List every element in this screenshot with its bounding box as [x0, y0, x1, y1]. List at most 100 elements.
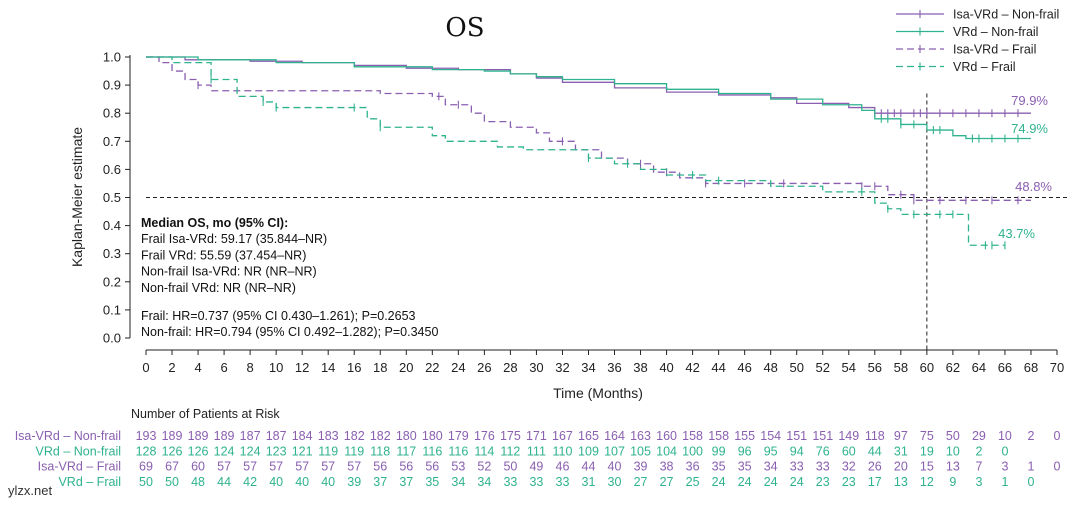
risk-count: 35	[738, 460, 752, 474]
risk-count: 0	[1027, 475, 1034, 489]
risk-count: 121	[292, 444, 313, 458]
series-line	[146, 56, 1031, 114]
x-tick-label: 68	[1024, 360, 1038, 375]
risk-count: 33	[816, 460, 830, 474]
risk-count: 114	[474, 444, 494, 458]
series-2: 48.8%	[146, 56, 1052, 205]
risk-count: 182	[370, 429, 391, 443]
risk-row-label: Isa-VRd – Frail	[38, 460, 121, 474]
legend-label: VRd – Non-frail	[953, 25, 1038, 39]
legend: Isa-VRd – Non-frail VRd – Non-frail Isa-VR…	[896, 8, 1059, 74]
risk-count: 33	[529, 475, 543, 489]
risk-count: 183	[318, 429, 339, 443]
risk-count: 0	[1001, 444, 1008, 458]
risk-count: 23	[816, 475, 830, 489]
risk-count: 57	[347, 460, 361, 474]
series-1: 74.9%	[146, 56, 1048, 143]
y-tick-label: 1.0	[103, 50, 121, 65]
risk-count: 56	[399, 460, 413, 474]
risk-count: 40	[321, 475, 335, 489]
risk-count: 15	[920, 460, 934, 474]
risk-count: 76	[816, 444, 830, 458]
y-tick-label: 0.5	[103, 190, 121, 205]
risk-count: 46	[556, 460, 570, 474]
risk-count: 23	[842, 475, 856, 489]
y-tick-label: 0.9	[103, 78, 121, 93]
x-tick-label: 4	[194, 360, 201, 375]
risk-count: 151	[786, 429, 807, 443]
risk-count: 60	[191, 460, 205, 474]
risk-count: 39	[347, 475, 361, 489]
risk-count: 123	[266, 444, 287, 458]
risk-count: 124	[214, 444, 235, 458]
risk-count: 1	[1001, 475, 1008, 489]
risk-count: 0	[1054, 429, 1061, 443]
risk-count: 167	[552, 429, 573, 443]
risk-count: 34	[764, 460, 778, 474]
x-axis-title: Time (Months)	[553, 385, 643, 401]
x-tick-label: 50	[789, 360, 803, 375]
risk-count: 29	[972, 429, 986, 443]
risk-count: 13	[946, 460, 960, 474]
x-tick-label: 36	[607, 360, 621, 375]
risk-count: 116	[448, 444, 468, 458]
x-tick-label: 16	[347, 360, 361, 375]
risk-count: 53	[451, 460, 465, 474]
x-tick-label: 58	[894, 360, 908, 375]
annotation-line: Non-frail Isa-VRd: NR (NR–NR)	[141, 265, 317, 279]
risk-count: 40	[295, 475, 309, 489]
risk-count: 67	[165, 460, 179, 474]
risk-count: 39	[634, 460, 648, 474]
x-tick-label: 70	[1050, 360, 1064, 375]
risk-count: 37	[399, 475, 413, 489]
risk-count: 96	[738, 444, 752, 458]
risk-count: 3	[1001, 460, 1008, 474]
risk-count: 176	[474, 429, 495, 443]
x-tick-label: 64	[972, 360, 986, 375]
risk-count: 109	[578, 444, 599, 458]
risk-count: 187	[266, 429, 287, 443]
risk-count: 35	[425, 475, 439, 489]
risk-count: 31	[582, 475, 596, 489]
risk-count: 105	[630, 444, 651, 458]
x-tick-label: 34	[581, 360, 595, 375]
risk-count: 7	[975, 460, 982, 474]
risk-count: 1	[1027, 460, 1034, 474]
risk-count: 149	[838, 429, 859, 443]
y-tick-label: 0.1	[103, 302, 121, 317]
y-tick-label: 0.0	[103, 331, 121, 346]
risk-count: 110	[552, 444, 572, 458]
x-tick-label: 54	[842, 360, 856, 375]
legend-label: Isa-VRd – Non-frail	[953, 8, 1059, 22]
risk-count: 97	[894, 429, 908, 443]
risk-count: 10	[998, 429, 1012, 443]
x-tick-label: 40	[659, 360, 673, 375]
risk-count: 184	[292, 429, 313, 443]
x-tick-label: 14	[321, 360, 335, 375]
risk-count: 124	[240, 444, 261, 458]
x-tick-label: 38	[633, 360, 647, 375]
risk-count: 165	[578, 429, 599, 443]
risk-count: 44	[582, 460, 596, 474]
risk-count: 94	[790, 444, 804, 458]
chart-title: OS	[445, 13, 484, 43]
risk-count: 44	[217, 475, 231, 489]
risk-count: 75	[920, 429, 934, 443]
risk-count: 57	[243, 460, 257, 474]
series-line	[146, 56, 1031, 201]
risk-count: 26	[868, 460, 882, 474]
risk-count: 42	[243, 475, 257, 489]
risk-count: 31	[894, 444, 908, 458]
risk-row-label: VRd – Frail	[58, 475, 121, 489]
risk-count: 171	[526, 429, 547, 443]
end-label: 48.8%	[1015, 179, 1052, 194]
series-line	[146, 56, 1005, 246]
y-tick-label: 0.8	[103, 106, 121, 121]
risk-count: 180	[422, 429, 443, 443]
x-tick-label: 60	[920, 360, 934, 375]
annotation-heading: Median OS, mo (95% CI):	[141, 216, 288, 230]
risk-count: 182	[344, 429, 365, 443]
risk-count: 25	[686, 475, 700, 489]
risk-count: 163	[630, 429, 651, 443]
